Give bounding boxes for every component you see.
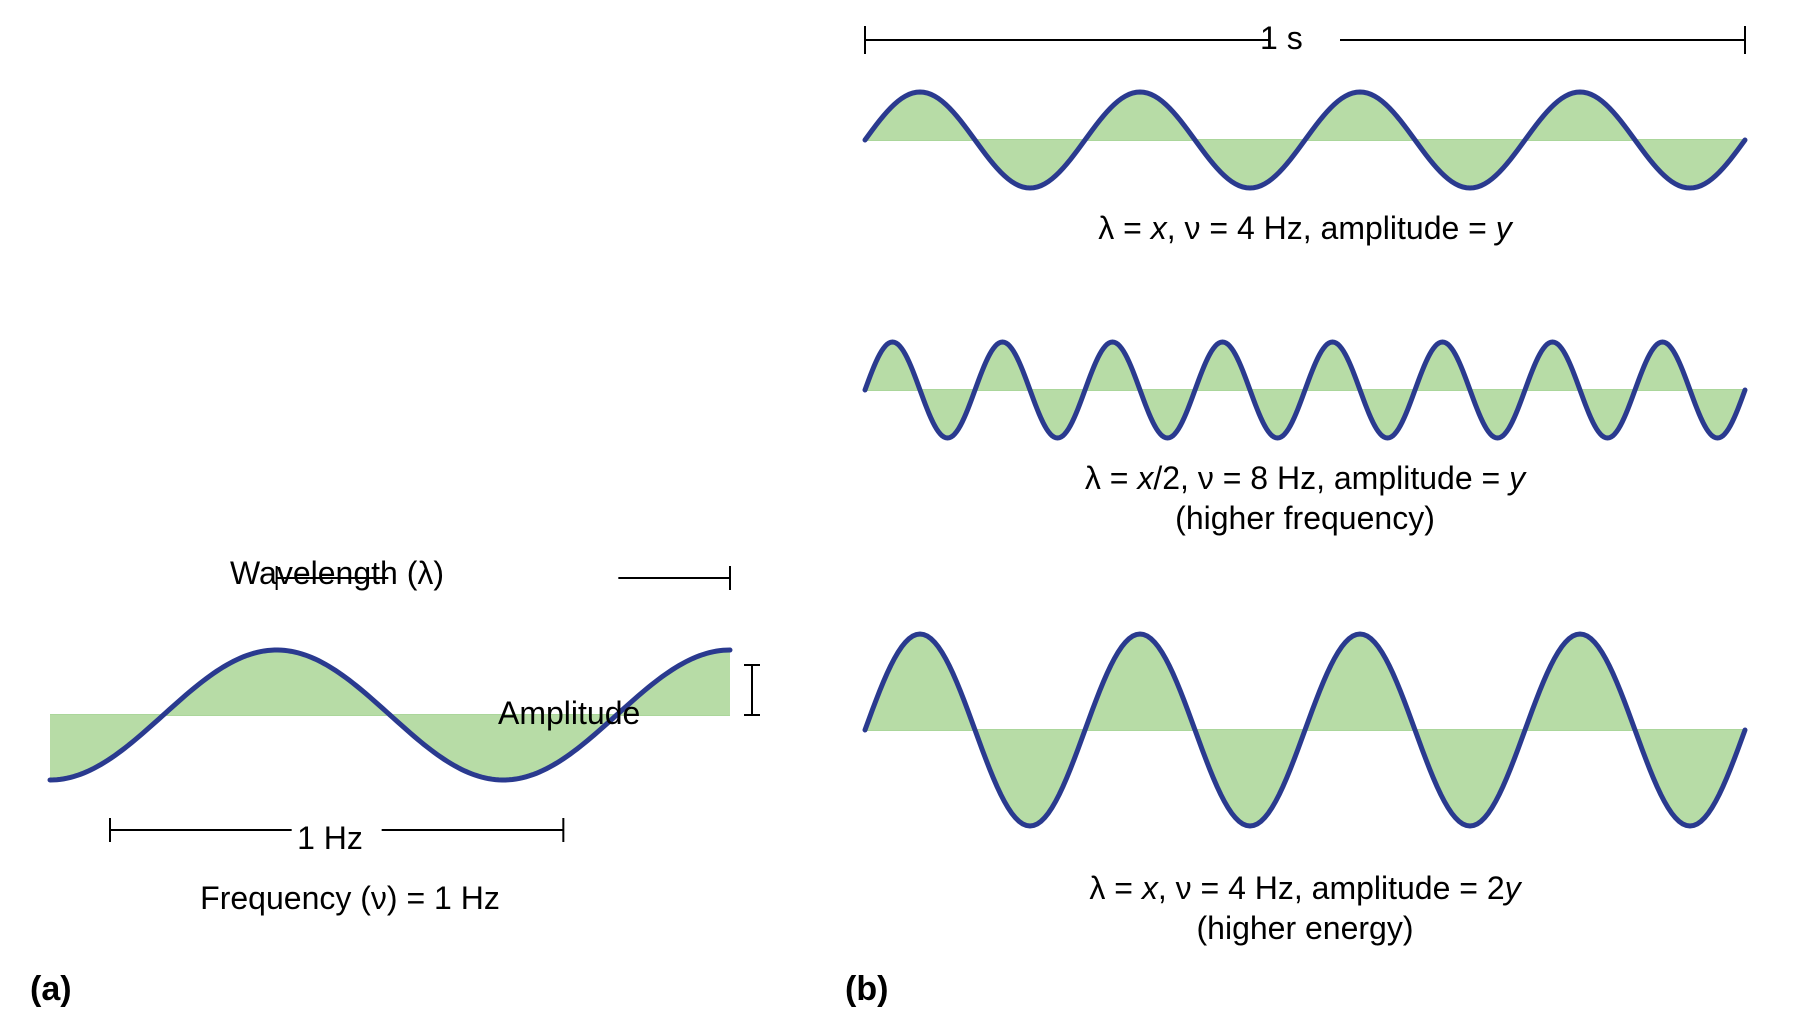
time-label: 1 s (1260, 20, 1303, 57)
wave-b3-svg (845, 610, 1765, 850)
wavelength-label: Wavelength (λ) (230, 555, 444, 592)
wave-b2-svg (845, 320, 1765, 460)
wave-b3-sub: (higher energy) (845, 910, 1765, 947)
wave-b2-caption: λ = x/2, ν = 8 Hz, amplitude = y (845, 460, 1765, 497)
wave-b3-caption: λ = x, ν = 4 Hz, amplitude = 2y (845, 870, 1765, 907)
time-bracket-svg (845, 15, 1765, 65)
wave-b2-sub: (higher frequency) (845, 500, 1765, 537)
wave-b1-caption: λ = x, ν = 4 Hz, amplitude = y (845, 210, 1765, 247)
panel-b-label: (b) (845, 970, 888, 1009)
amplitude-label: Amplitude (498, 695, 640, 732)
frequency-label: Frequency (ν) = 1 Hz (170, 880, 530, 917)
hz-label: 1 Hz (230, 820, 430, 857)
wave-b1-svg (845, 70, 1765, 210)
panel-a-svg (30, 540, 790, 920)
panel-a-label: (a) (30, 970, 72, 1009)
